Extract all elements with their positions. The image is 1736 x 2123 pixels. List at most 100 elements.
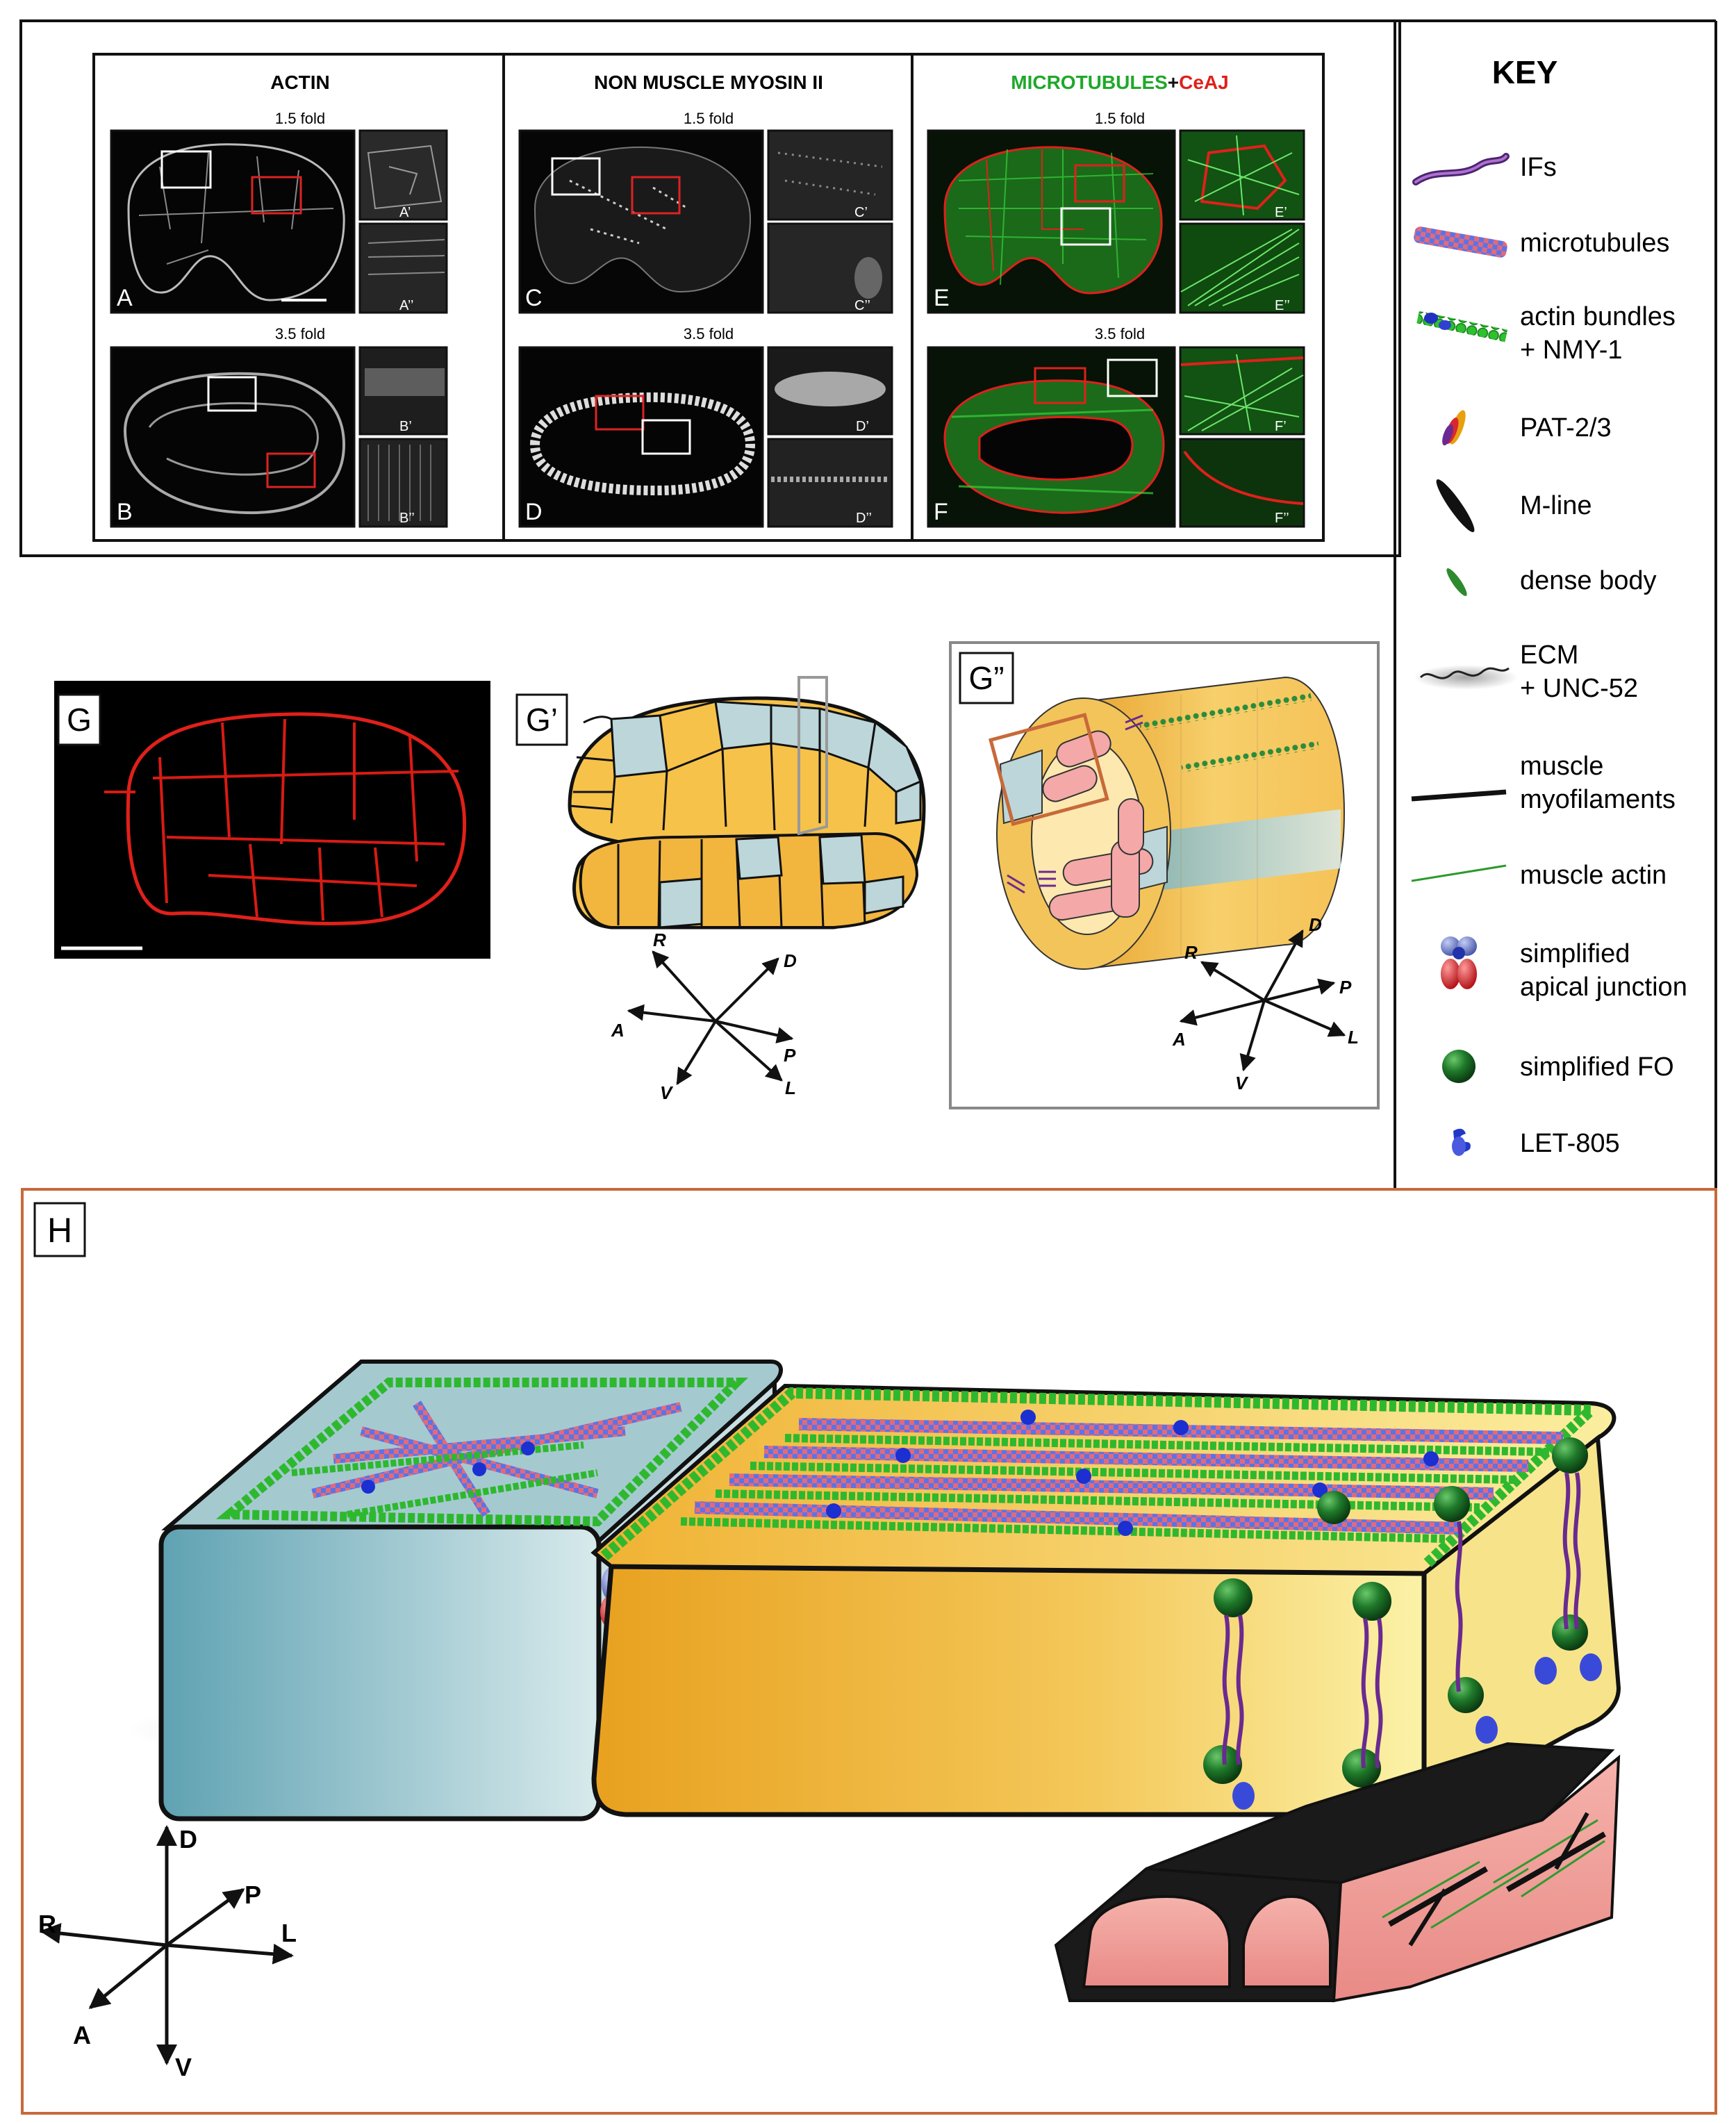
axis-g-prime-P: P: [784, 1045, 796, 1066]
key-frame: [1394, 19, 1717, 1191]
microtubule-icon: [1414, 226, 1507, 258]
key-label-myofilaments: muscle myofilaments: [1520, 752, 1676, 814]
micrograph-F: [927, 346, 1176, 528]
axis-g2-D: D: [1309, 914, 1322, 935]
axis-g-double-prime: [1179, 929, 1346, 1072]
seam-cell-front: [158, 1524, 602, 1822]
pat-integrin-icon: [1442, 410, 1466, 446]
micrograph-A-prime: [358, 129, 448, 314]
key-label-let805: LET-805: [1520, 1129, 1620, 1158]
micrograph-A: [110, 129, 356, 314]
key-label-actin-bundles: actin bundles + NMY-1: [1520, 302, 1676, 365]
myofilament-icon: [1411, 789, 1507, 802]
axis-g-prime-D: D: [784, 950, 797, 971]
panel-label-G-prime: G’: [515, 693, 568, 746]
m-line-icon: [1436, 479, 1475, 533]
apical-junction-icon: [1441, 936, 1477, 989]
ecm-icon: [1414, 665, 1518, 690]
hypodermis-3d-model: [125, 1360, 1621, 2003]
label-F-double-prime: F’’: [1275, 511, 1289, 526]
axis-g-prime-A: A: [611, 1020, 625, 1041]
axis-g-prime-L: L: [785, 1077, 796, 1098]
key-label-pat: PAT-2/3: [1520, 413, 1612, 443]
micrograph-B-prime: [358, 346, 448, 528]
label-E-prime: E’: [1275, 205, 1287, 220]
panel-label-G-prime-text: G’: [526, 702, 558, 738]
key-label-m-line: M-line: [1520, 491, 1592, 520]
axis-g2-A: A: [1172, 1029, 1186, 1050]
axis-g-prime-R: R: [653, 930, 666, 950]
muscle-tube-group: [1042, 730, 1154, 921]
panel-label-G-double-prime-text: G”: [968, 660, 1004, 696]
actin-bundle-icon: [1416, 311, 1508, 342]
panel-label-G: G: [57, 693, 101, 746]
key-label-fo: simplified FO: [1520, 1052, 1674, 1082]
embryo-schematic: [568, 676, 926, 930]
key-label-apical-junction-2: apical junction: [1520, 973, 1687, 1002]
stage-label-myosin-top: 1.5 fold: [684, 110, 734, 127]
muscle-actin-icon: [1411, 864, 1507, 882]
key-label-actin-bundles-2: + NMY-1: [1520, 336, 1623, 365]
axis-h-A: A: [73, 2021, 91, 2049]
axis-h-L: L: [281, 1919, 297, 1947]
axis-g2-V: V: [1235, 1073, 1249, 1093]
label-F-prime: F’: [1275, 419, 1287, 434]
intermediate-filament-columns: [1222, 1472, 1581, 1769]
micrograph-D: [518, 346, 764, 528]
label-C-double-prime: C’’: [854, 298, 870, 313]
hypodermis-front: [591, 1564, 1427, 1817]
column-title-actin: ACTIN: [270, 72, 330, 93]
label-E: E: [934, 285, 950, 311]
axis-g2-L: L: [1348, 1027, 1359, 1048]
key-label-microtubules: microtubules: [1520, 229, 1669, 258]
label-C-prime: C’: [854, 205, 868, 220]
nmy1-clusters: [826, 1410, 1439, 1536]
dense-body-icon: [1446, 568, 1467, 596]
micrograph-C: [518, 129, 764, 314]
label-B-double-prime: B’’: [399, 511, 415, 526]
label-A: A: [117, 285, 133, 311]
micrograph-F-prime: [1179, 346, 1305, 528]
micrograph-E-prime: [1179, 129, 1305, 314]
column-title-microtubules: MICROTUBULES+CeAJ: [1011, 72, 1229, 93]
label-C: C: [525, 285, 543, 311]
fibrous-organelles: [1203, 1437, 1588, 1787]
actin-rows: [680, 1434, 1550, 1543]
stage-label-mt-bottom: 3.5 fold: [1095, 325, 1145, 342]
panel-label-H-text: H: [47, 1211, 72, 1250]
panel-label-H: H: [33, 1202, 86, 1257]
title-microtubules: MICROTUBULES: [1011, 72, 1168, 93]
label-A-double-prime: A’’: [399, 298, 413, 313]
intermediate-filament-icon: [1412, 153, 1510, 185]
panel-label-G-double-prime: G”: [959, 652, 1014, 704]
micrograph-C-prime: [767, 129, 893, 314]
micrograph-G: [54, 681, 490, 959]
micrograph-D-prime: [767, 346, 893, 528]
label-F: F: [934, 499, 948, 525]
let805-icon: [1452, 1128, 1471, 1156]
axis-g2-P: P: [1339, 977, 1352, 998]
axis-g-prime: [627, 950, 794, 1086]
axis-h-P: P: [245, 1881, 261, 1909]
axis-g2-R: R: [1184, 942, 1198, 963]
cylinder-schematic: [989, 676, 1346, 970]
panel-label-G-text: G: [67, 702, 92, 738]
label-D-prime: D’: [856, 419, 869, 434]
micrograph-E: [927, 129, 1176, 314]
axis-h: [40, 1825, 294, 2065]
title-ceaj: CeAJ: [1179, 72, 1229, 93]
fibrous-organelle-icon: [1442, 1050, 1475, 1083]
stage-label-mt-top: 1.5 fold: [1095, 110, 1145, 127]
key-label-ecm-2: + UNC-52: [1520, 674, 1638, 703]
hypodermis-side: [1422, 1434, 1621, 1817]
micrograph-B: [110, 346, 356, 528]
key-label-muscle-actin: muscle actin: [1520, 861, 1667, 890]
axis-g-prime-V: V: [660, 1082, 674, 1103]
stage-label-actin-bottom: 3.5 fold: [275, 325, 325, 342]
label-D: D: [525, 499, 543, 525]
key-label-myofilaments-2: myofilaments: [1520, 785, 1676, 814]
key-title: KEY: [1492, 54, 1558, 90]
label-D-double-prime: D’’: [856, 511, 872, 526]
key-label-apical-junction: simplified apical junction: [1520, 939, 1687, 1002]
